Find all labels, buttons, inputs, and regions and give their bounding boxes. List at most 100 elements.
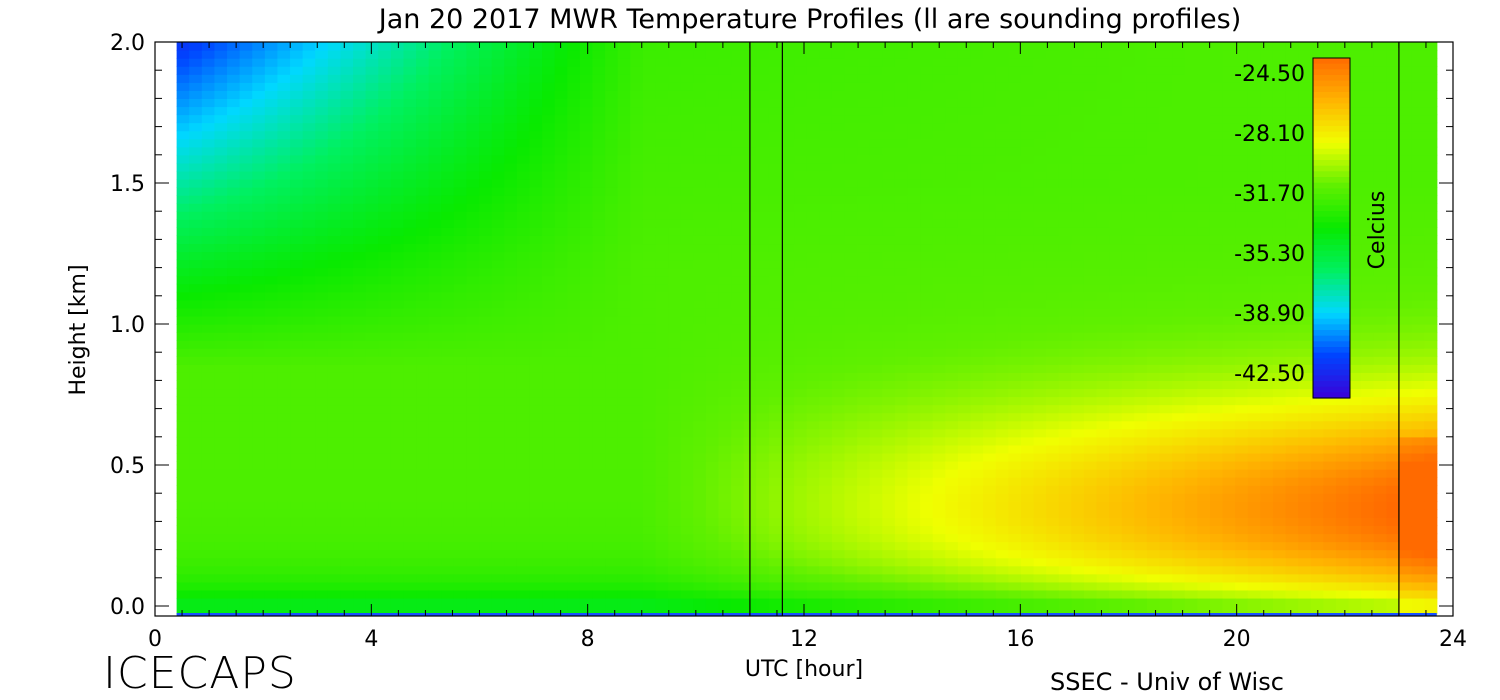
heatmap-cell: [542, 469, 556, 478]
heatmap-cell: [592, 485, 606, 494]
heatmap-cell: [794, 348, 808, 357]
heatmap-cell: [416, 565, 430, 575]
heatmap-cell: [630, 517, 644, 527]
heatmap-cell: [365, 452, 379, 462]
heatmap-cell: [390, 122, 405, 132]
heatmap-cell: [416, 388, 430, 398]
heatmap-cell: [491, 509, 505, 518]
heatmap-cell: [554, 404, 568, 414]
heatmap-cell: [554, 589, 568, 599]
heatmap-cell: [403, 324, 417, 333]
heatmap-cell: [605, 82, 619, 91]
heatmap-cell: [983, 203, 997, 212]
heatmap-cell: [794, 356, 808, 365]
heatmap-cell: [857, 203, 871, 212]
heatmap-cell: [630, 98, 644, 108]
heatmap-cell: [819, 219, 833, 228]
heatmap-cell: [239, 315, 253, 325]
heatmap-cell: [277, 348, 291, 357]
heatmap-cell: [945, 82, 959, 91]
heatmap-cell: [201, 477, 216, 486]
heatmap-cell: [592, 259, 606, 269]
heatmap-cell: [1058, 299, 1072, 309]
heatmap-cell: [579, 82, 594, 91]
heatmap-cell: [302, 90, 316, 99]
heatmap-cell: [680, 444, 694, 454]
heatmap-cell: [1046, 74, 1060, 83]
heatmap-cell: [504, 412, 518, 422]
heatmap-cell: [529, 469, 543, 478]
heatmap-cell: [554, 299, 568, 309]
heatmap-cell: [1046, 50, 1060, 59]
heatmap-cell: [252, 251, 266, 261]
heatmap-cell: [390, 162, 405, 172]
heatmap-cell: [327, 460, 342, 470]
heatmap-cell: [794, 589, 808, 599]
heatmap-cell: [957, 332, 972, 341]
heatmap-cell: [227, 380, 241, 390]
heatmap-cell: [176, 597, 190, 615]
heatmap-cell: [491, 259, 505, 269]
heatmap-cell: [290, 324, 304, 333]
heatmap-cell: [201, 332, 216, 341]
heatmap-cell: [781, 146, 795, 156]
heatmap-cell: [453, 90, 468, 99]
heatmap-cell: [957, 469, 972, 478]
heatmap-cell: [290, 283, 304, 293]
heatmap-cell: [844, 235, 858, 245]
heatmap-cell: [189, 356, 203, 365]
heatmap-cell: [264, 436, 279, 446]
heatmap-cell: [831, 74, 846, 83]
heatmap-cell: [605, 299, 619, 309]
heatmap-cell: [327, 211, 342, 220]
heatmap-cell: [428, 460, 442, 470]
heatmap-cell: [428, 509, 442, 518]
heatmap-cell: [831, 348, 846, 357]
heatmap-cell: [466, 58, 480, 67]
heatmap-cell: [605, 477, 619, 486]
heatmap-cell: [239, 219, 253, 228]
heatmap-cell: [542, 291, 556, 301]
heatmap-cell: [970, 589, 984, 599]
heatmap-cell: [416, 138, 430, 148]
heatmap-cell: [340, 219, 354, 228]
heatmap-cell: [466, 235, 480, 245]
heatmap-cell: [718, 533, 732, 543]
heatmap-cell: [1008, 380, 1022, 390]
heatmap-cell: [579, 444, 594, 454]
heatmap-cell: [542, 170, 556, 180]
heatmap-cell: [668, 469, 682, 478]
heatmap-cell: [995, 573, 1009, 583]
heatmap-cell: [806, 372, 820, 381]
heatmap-cell: [894, 211, 909, 220]
heatmap-cell: [529, 444, 543, 454]
heatmap-cell: [214, 98, 228, 108]
heatmap-cell: [819, 90, 833, 99]
heatmap-cell: [806, 420, 820, 430]
heatmap-cell: [340, 98, 354, 108]
heatmap-cell: [1071, 380, 1085, 390]
heatmap-cell: [920, 251, 934, 261]
heatmap-cell: [705, 187, 720, 196]
heatmap-cell: [932, 90, 946, 99]
heatmap-cell: [353, 203, 367, 212]
heatmap-cell: [693, 259, 707, 269]
heatmap-cell: [680, 557, 694, 567]
heatmap-cell: [983, 219, 997, 228]
heatmap-cell: [365, 364, 379, 373]
heatmap-cell: [441, 259, 455, 269]
heatmap-cell: [945, 517, 959, 527]
heatmap-cell: [176, 98, 190, 108]
heatmap-cell: [995, 340, 1009, 349]
heatmap-cell: [592, 436, 606, 446]
heatmap-cell: [1020, 219, 1035, 228]
heatmap-cell: [428, 235, 442, 245]
heatmap-cell: [756, 340, 770, 349]
heatmap-cell: [189, 581, 203, 591]
heatmap-cell: [617, 541, 631, 551]
heatmap-cell: [819, 573, 833, 583]
heatmap-cell: [378, 315, 392, 325]
heatmap-cell: [214, 444, 228, 454]
heatmap-cell: [768, 187, 783, 196]
heatmap-cell: [819, 74, 833, 83]
